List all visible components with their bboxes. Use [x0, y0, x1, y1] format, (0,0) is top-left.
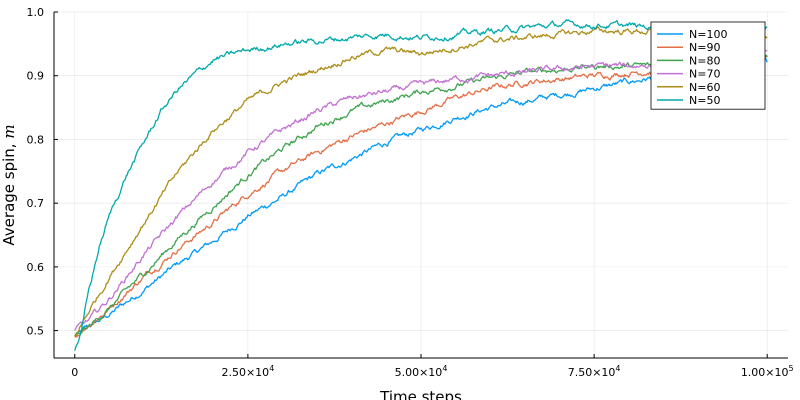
legend-label-1: N=90	[689, 41, 720, 54]
x-axis-label: Time steps	[379, 388, 462, 400]
y-tick-label-0: 0.5	[27, 325, 45, 338]
y-tick-label-1: 0.6	[27, 261, 45, 274]
x-tick-label-3: 7.50×104	[568, 364, 621, 379]
x-tick-label-2: 5.00×104	[395, 364, 448, 379]
y-axis-label-symbol: m	[0, 124, 18, 138]
y-axis-label: Average spin, m	[0, 124, 18, 245]
x-tick-label-4: 1.00×105	[741, 364, 794, 379]
legend-label-2: N=80	[689, 54, 720, 67]
axes	[53, 11, 788, 359]
legend-label-4: N=60	[689, 81, 720, 94]
legend-box	[650, 21, 766, 110]
y-axis-label-text: Average spin,	[0, 143, 18, 245]
tick-labels: 0 2.50×104 5.00×104 7.50×104 1.00×105 0.5 0.6 0…	[27, 6, 794, 379]
x-tick-label-0: 0	[71, 366, 78, 379]
x-tick-label-1: 2.50×104	[221, 364, 274, 379]
y-tick-label-2: 0.7	[27, 197, 45, 210]
legend-label-5: N=50	[689, 94, 720, 107]
y-tick-label-3: 0.8	[27, 133, 45, 146]
legend-label-3: N=70	[689, 68, 720, 81]
legend-label-0: N=100	[689, 28, 727, 41]
y-tick-label-5: 1.0	[27, 6, 45, 19]
y-tick-label-4: 0.9	[27, 70, 45, 83]
